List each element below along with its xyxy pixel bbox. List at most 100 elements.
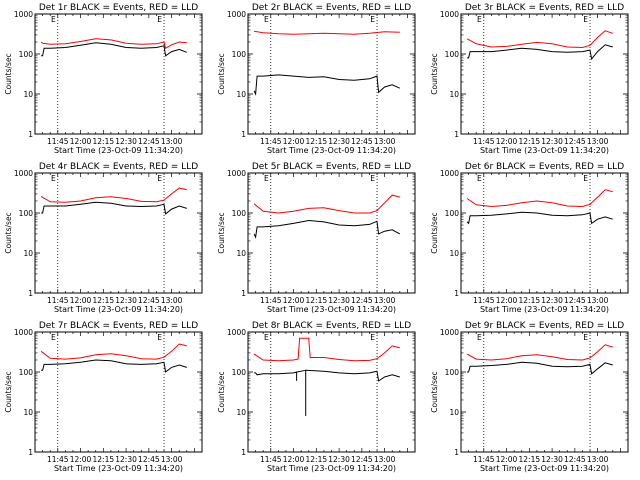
x-axis-label: Start Time (23-Oct-09 11:34:20) — [267, 305, 396, 314]
e-marker: E — [264, 15, 269, 24]
y-axis-label: Counts/sec — [430, 53, 439, 94]
x-tick-label: 11:45 — [47, 455, 69, 464]
y-tick-label: 1000 — [227, 10, 246, 19]
events-series-line — [41, 201, 187, 215]
x-tick-label: 13:00 — [587, 296, 609, 305]
x-tick-label: 12:15 — [519, 455, 541, 464]
events-series-line — [41, 359, 187, 373]
x-tick-label: 12:45 — [564, 137, 586, 146]
x-axis-label: Start Time (23-Oct-09 11:34:20) — [54, 305, 183, 314]
y-tick-label: 10 — [23, 90, 33, 99]
panel-title: Det 4r BLACK = Events, RED = LLD — [39, 162, 198, 172]
y-tick-label: 100 — [445, 209, 460, 218]
e-marker: E — [583, 15, 588, 24]
lld-series-line — [466, 344, 613, 361]
y-tick-label: 1 — [454, 130, 459, 139]
axes-frame — [34, 331, 203, 453]
y-tick-label: 100 — [19, 50, 34, 59]
x-tick-label: 11:45 — [260, 455, 282, 464]
x-tick-label: 13:00 — [161, 455, 183, 464]
x-tick-label: 12:00 — [496, 455, 518, 464]
x-tick-label: 12:00 — [283, 137, 305, 146]
events-series-line — [253, 219, 401, 239]
y-axis-label: Counts/sec — [217, 53, 226, 94]
x-axis-label: Start Time (23-Oct-09 11:34:20) — [480, 305, 609, 314]
x-tick-label: 13:00 — [374, 296, 396, 305]
x-tick-label: 11:45 — [260, 137, 282, 146]
panel-title: Det 1r BLACK = Events, RED = LLD — [39, 3, 198, 13]
x-tick-label: 12:30 — [541, 455, 563, 464]
e-marker: E — [51, 15, 56, 24]
lld-series-line — [466, 30, 613, 49]
x-tick-label: 11:45 — [473, 296, 495, 305]
y-tick-label: 10 — [449, 249, 459, 258]
panel-title: Det 5r BLACK = Events, RED = LLD — [252, 162, 411, 172]
e-marker: E — [51, 174, 56, 183]
y-tick-label: 1 — [241, 448, 246, 457]
x-axis-label: Start Time (23-Oct-09 11:34:20) — [54, 146, 183, 155]
e-marker: E — [370, 174, 375, 183]
x-tick-label: 12:15 — [519, 137, 541, 146]
y-axis-label: Counts/sec — [430, 371, 439, 412]
y-tick-label: 1000 — [227, 328, 246, 337]
y-tick-label: 1 — [454, 448, 459, 457]
e-marker: E — [583, 333, 588, 342]
axes-frame — [460, 13, 629, 135]
x-tick-label: 12:15 — [306, 296, 328, 305]
x-tick-label: 12:30 — [541, 296, 563, 305]
x-tick-label: 12:45 — [138, 137, 160, 146]
y-tick-label: 10 — [236, 408, 246, 417]
y-tick-label: 1 — [241, 289, 246, 298]
y-axis-label: Counts/sec — [217, 212, 226, 253]
y-tick-label: 100 — [232, 50, 247, 59]
events-series-line — [254, 369, 400, 416]
y-tick-label: 1 — [28, 130, 33, 139]
panel-3: Det 3r BLACK = Events, RED = LLD E E 1 10 100… — [430, 3, 629, 155]
x-tick-label: 12:15 — [519, 296, 541, 305]
y-tick-label: 100 — [445, 50, 460, 59]
e-marker: E — [477, 333, 482, 342]
x-tick-label: 12:15 — [93, 296, 115, 305]
x-tick-label: 12:30 — [115, 455, 137, 464]
panel-5: Det 5r BLACK = Events, RED = LLD E E 1 10 100… — [217, 162, 416, 314]
panel-title: Det 9r BLACK = Events, RED = LLD — [465, 321, 624, 331]
x-tick-label: 12:45 — [351, 455, 373, 464]
x-tick-label: 12:15 — [306, 137, 328, 146]
x-tick-label: 13:00 — [161, 296, 183, 305]
x-tick-label: 12:45 — [564, 296, 586, 305]
x-axis-label: Start Time (23-Oct-09 11:34:20) — [267, 146, 396, 155]
y-tick-label: 10 — [23, 249, 33, 258]
x-tick-label: 11:45 — [473, 455, 495, 464]
x-tick-label: 13:00 — [587, 137, 609, 146]
lld-series-line — [466, 189, 613, 208]
y-tick-label: 1000 — [14, 10, 33, 19]
lld-series-line — [40, 38, 187, 49]
y-tick-label: 10 — [23, 408, 33, 417]
x-axis-label: Start Time (23-Oct-09 11:34:20) — [480, 146, 609, 155]
x-tick-label: 12:45 — [138, 455, 160, 464]
panel-title: Det 7r BLACK = Events, RED = LLD — [39, 321, 198, 331]
panel-title: Det 6r BLACK = Events, RED = LLD — [465, 162, 624, 172]
panel-9: Det 9r BLACK = Events, RED = LLD E E 1 10 100… — [430, 321, 629, 473]
panel-1: Det 1r BLACK = Events, RED = LLD E E 1 10 100… — [4, 3, 203, 155]
e-marker: E — [157, 333, 162, 342]
x-tick-label: 11:45 — [260, 296, 282, 305]
events-series-line — [41, 42, 187, 57]
lld-series-line — [40, 187, 187, 203]
y-tick-label: 100 — [232, 368, 247, 377]
x-tick-label: 12:45 — [351, 296, 373, 305]
y-axis-label: Counts/sec — [4, 371, 13, 412]
x-tick-label: 12:00 — [283, 455, 305, 464]
y-axis-label: Counts/sec — [4, 212, 13, 253]
panel-7: Det 7r BLACK = Events, RED = LLD E E 1 10 100… — [4, 321, 203, 473]
y-tick-label: 1 — [28, 289, 33, 298]
axes-frame — [247, 172, 416, 294]
x-tick-label: 12:45 — [138, 296, 160, 305]
x-axis-label: Start Time (23-Oct-09 11:34:20) — [480, 464, 609, 473]
x-tick-label: 12:00 — [70, 296, 92, 305]
x-tick-label: 11:45 — [473, 137, 495, 146]
x-axis-label: Start Time (23-Oct-09 11:34:20) — [54, 464, 183, 473]
events-series-line — [467, 44, 613, 61]
x-tick-label: 13:00 — [374, 455, 396, 464]
